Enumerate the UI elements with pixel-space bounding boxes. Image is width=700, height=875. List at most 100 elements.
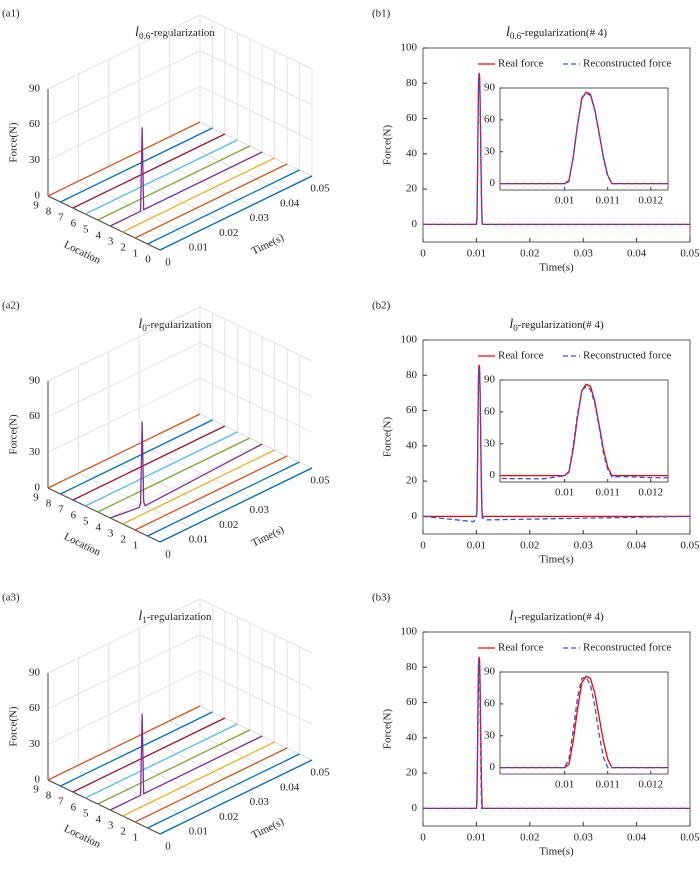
- inset-series-line: [500, 385, 668, 480]
- grid-line: [169, 136, 282, 192]
- grid-line: [199, 50, 313, 106]
- x-axis-label: Time(s): [539, 554, 574, 566]
- inset-area: [499, 87, 669, 191]
- inset-series-line: [500, 675, 668, 769]
- grid-line: [199, 377, 313, 433]
- y-tick-label: 20: [406, 767, 418, 779]
- x-tick-label: 0.05: [680, 832, 700, 844]
- grid-line: [108, 749, 222, 805]
- x-tick-label: 0.01: [467, 832, 486, 844]
- title-subscript: 0.6: [139, 31, 151, 41]
- location-tick-label: 9: [33, 200, 39, 212]
- x-axis-label: Time(s): [250, 231, 287, 257]
- series-line: [85, 723, 238, 799]
- location-tick-label: 4: [95, 814, 101, 826]
- grid-line: [110, 443, 263, 519]
- series-line: [109, 713, 263, 811]
- time-tick-label: 0.05: [310, 767, 330, 779]
- title-italic: l: [138, 609, 142, 624]
- chart-title: l1-regularization: [138, 609, 212, 625]
- grid-line: [108, 457, 222, 513]
- y-tick-label: 40: [406, 439, 418, 451]
- y-tick-label: 20: [406, 183, 418, 195]
- inset-y-tick-label: 60: [484, 113, 496, 125]
- x-axis-label: Time(s): [539, 262, 574, 274]
- grid-line: [199, 669, 313, 725]
- title-subscript: 0.6: [510, 31, 522, 41]
- location-tick-label: 3: [108, 236, 114, 248]
- y-tick-label: 40: [406, 147, 418, 159]
- z-tick-label: 60: [29, 118, 41, 130]
- chart-title: l1-regularization(# 4): [509, 609, 604, 625]
- grid-line: [47, 342, 201, 418]
- y-tick-label: 100: [401, 42, 418, 54]
- time-tick-label: 0.01: [189, 534, 208, 546]
- inset-series-line: [500, 92, 668, 185]
- z-tick-label: 30: [29, 446, 41, 458]
- location-tick-label: 1: [133, 248, 139, 260]
- legend-label: Real force: [498, 350, 544, 362]
- grid-line: [47, 598, 201, 674]
- inset-y-tick-label: 90: [484, 666, 496, 678]
- inset-x-tick-label: 0.01: [555, 779, 574, 791]
- grid-line: [199, 598, 313, 654]
- inset-x-tick-label: 0.011: [596, 779, 620, 791]
- time-tick-label: 0: [165, 841, 171, 853]
- series-line: [159, 759, 313, 835]
- z-tick-label: 0: [35, 482, 41, 494]
- title-subscript: 0: [142, 323, 147, 333]
- location-tick-label: 8: [46, 790, 52, 802]
- series-line: [159, 467, 313, 543]
- x-tick-label: 0.02: [520, 248, 539, 260]
- z-tick-label: 60: [29, 410, 41, 422]
- title-italic: l: [509, 317, 513, 332]
- inset-x-tick-label: 0.01: [555, 195, 574, 207]
- panel-label: (a2): [2, 300, 20, 312]
- location-tick-label: 9: [33, 492, 39, 504]
- legend-label: Reconstructed force: [583, 350, 671, 362]
- location-tick-label: 4: [95, 230, 101, 242]
- title-text: -regularization: [147, 611, 212, 623]
- z-tick-label: 0: [35, 774, 41, 786]
- title-subscript: 1: [142, 615, 147, 625]
- location-tick-label: 5: [83, 516, 89, 528]
- series-line: [47, 121, 201, 197]
- inset-y-tick-label: 0: [490, 469, 496, 481]
- x-tick-label: 0.04: [627, 832, 647, 844]
- grid-line: [78, 764, 191, 820]
- inset-y-tick-label: 90: [484, 374, 496, 386]
- inset-x-tick-label: 0.012: [638, 779, 663, 791]
- series-line: [109, 127, 263, 227]
- title-text: -regularization(# 4): [518, 611, 604, 623]
- y-tick-label: 0: [412, 510, 418, 522]
- time-tick-label: 0.04: [280, 781, 300, 793]
- x-tick-label: 0.05: [680, 248, 700, 260]
- series-line: [97, 437, 251, 513]
- x-axis-label: Time(s): [250, 815, 287, 841]
- series-line: [72, 717, 226, 793]
- legend-label: Reconstructed force: [583, 58, 671, 70]
- grid-line: [47, 377, 201, 453]
- x-tick-label: 0.05: [680, 540, 700, 552]
- y-tick-label: 100: [401, 334, 418, 346]
- location-tick-label: 7: [58, 796, 64, 808]
- location-tick-label: 1: [133, 540, 139, 552]
- grid-line: [138, 151, 252, 207]
- y-axis-label: Location: [62, 823, 103, 851]
- y-axis-label: Location: [62, 239, 103, 267]
- panel-label: (b1): [372, 8, 391, 20]
- location-tick-label: 2: [120, 242, 126, 254]
- y-axis-label: Force(N): [382, 125, 394, 166]
- legend-label: Real force: [498, 642, 544, 654]
- chart-title: l0-regularization: [138, 317, 212, 333]
- y-axis-label: Force(N): [382, 709, 394, 750]
- x-tick-label: 0: [420, 248, 426, 260]
- location-tick-label: 6: [71, 510, 77, 522]
- y-axis-label: Location: [62, 531, 103, 559]
- z-tick-label: 0: [35, 190, 41, 202]
- series-line: [72, 425, 226, 501]
- time-tick-label: 0.05: [310, 475, 330, 487]
- time-tick-label: 0.01: [189, 242, 208, 254]
- location-tick-label: 2: [120, 826, 126, 838]
- inset-area: [499, 379, 669, 483]
